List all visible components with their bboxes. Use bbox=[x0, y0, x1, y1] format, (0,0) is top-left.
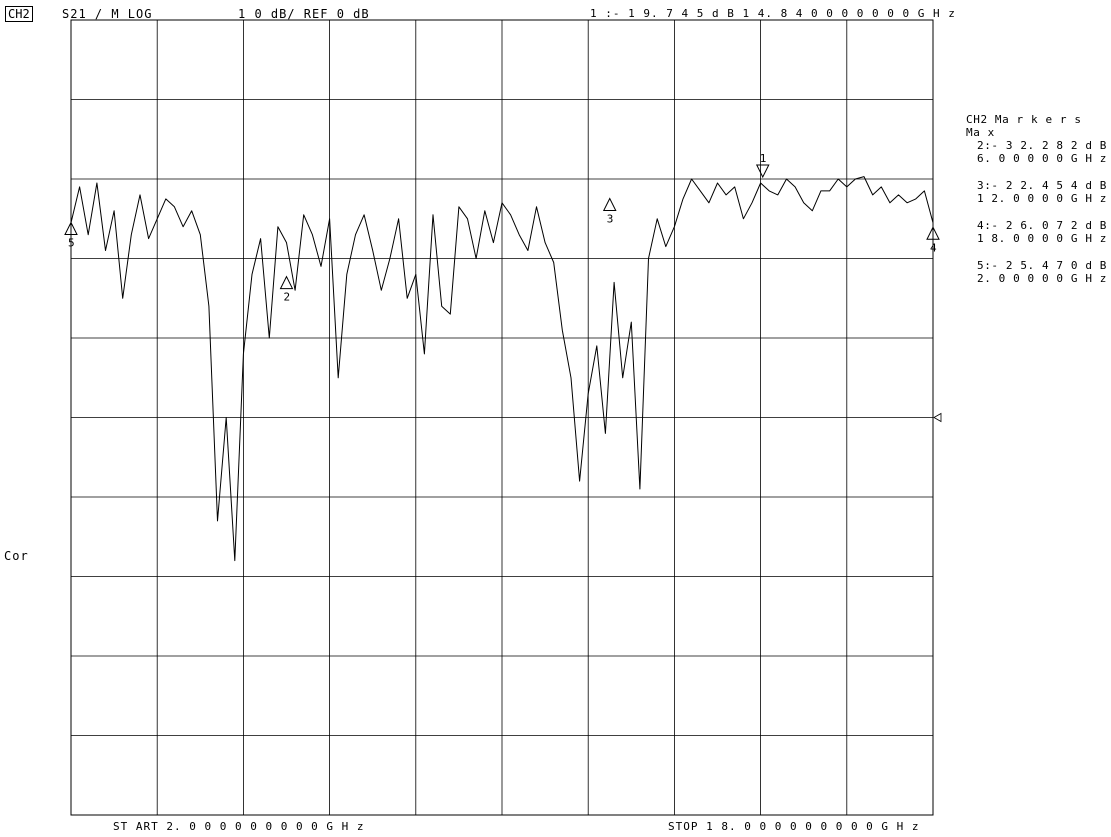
marker-4: 4 bbox=[926, 226, 940, 254]
marker-frequency: 6. 0 0 0 0 0 G H z bbox=[976, 152, 1107, 165]
marker-frequency: 1 2. 0 0 0 0 G H z bbox=[976, 192, 1107, 205]
marker-value: 2:- 3 2. 2 8 2 d B bbox=[976, 139, 1107, 152]
reference-level-marker bbox=[933, 412, 942, 423]
marker-label: 4 bbox=[930, 241, 937, 254]
marker-5: 5 bbox=[64, 221, 78, 249]
plot-grid bbox=[70, 19, 934, 816]
marker-label: 3 bbox=[607, 213, 614, 226]
trace-line bbox=[70, 176, 934, 562]
marker-frequency: 2. 0 0 0 0 0 G H z bbox=[976, 272, 1107, 285]
marker-label: 1 bbox=[760, 152, 767, 165]
marker-triangle-up bbox=[602, 197, 617, 212]
marker-panel: CH2 Ma r k e r s Ma x 2:- 3 2. 2 8 2 d B… bbox=[966, 113, 1111, 299]
marker-label: 2 bbox=[284, 291, 291, 304]
marker-readout-5: 5:- 2 5. 4 7 0 d B 2. 0 0 0 0 0 G H z bbox=[966, 259, 1111, 285]
marker-3: 3 bbox=[602, 197, 617, 226]
marker-triangle-down bbox=[755, 164, 770, 179]
measurement-format: S21 / M LOG bbox=[62, 7, 153, 21]
marker-readout-4: 4:- 2 6. 0 7 2 d B 1 8. 0 0 0 0 G H z bbox=[966, 219, 1111, 245]
marker-triangle-up bbox=[279, 275, 294, 290]
marker-label: 5 bbox=[68, 236, 75, 249]
marker-panel-mode: Ma x bbox=[966, 126, 995, 139]
marker-panel-title: CH2 Ma r k e r s bbox=[966, 113, 1082, 126]
reference-level-icon bbox=[933, 412, 942, 423]
active-marker-readout: 1 :- 1 9. 7 4 5 d B 1 4. 8 4 0 0 0 0 0 0… bbox=[590, 7, 956, 20]
marker-readout-3: 3:- 2 2. 4 5 4 d B 1 2. 0 0 0 0 G H z bbox=[966, 179, 1111, 205]
marker-frequency: 1 8. 0 0 0 0 G H z bbox=[976, 232, 1107, 245]
marker-value: 3:- 2 2. 4 5 4 d B bbox=[976, 179, 1107, 192]
trace-layer bbox=[70, 176, 934, 562]
marker-triangle-up bbox=[926, 226, 940, 240]
marker-triangle-up bbox=[64, 221, 78, 235]
marker-layer: 1 2 3 4 5 bbox=[64, 152, 940, 304]
start-frequency: ST ART 2. 0 0 0 0 0 0 0 0 0 G H z bbox=[113, 820, 365, 833]
marker-value: 4:- 2 6. 0 7 2 d B bbox=[976, 219, 1107, 232]
scale-reference: 1 0 dB/ REF 0 dB bbox=[238, 7, 370, 21]
marker-readout-2: 2:- 3 2. 2 8 2 d B 6. 0 0 0 0 0 G H z bbox=[966, 139, 1111, 165]
correction-indicator: Cor bbox=[4, 549, 29, 563]
marker-2: 2 bbox=[279, 275, 294, 304]
stop-frequency: STOP 1 8. 0 0 0 0 0 0 0 0 0 G H z bbox=[668, 820, 920, 833]
marker-1: 1 bbox=[755, 152, 770, 179]
channel-indicator: CH2 bbox=[5, 6, 33, 22]
marker-value: 5:- 2 5. 4 7 0 d B bbox=[976, 259, 1107, 272]
